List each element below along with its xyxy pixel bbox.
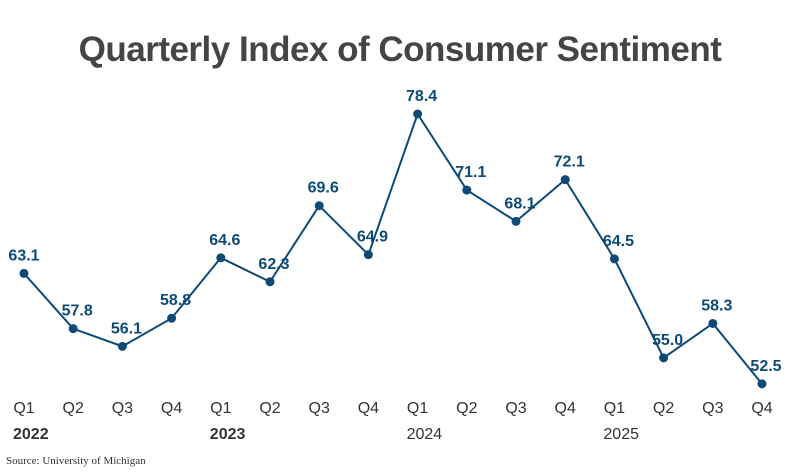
x-tick-label: Q3 — [112, 400, 133, 417]
data-point — [265, 277, 275, 287]
data-label: 58.8 — [160, 292, 191, 309]
data-point — [708, 318, 718, 328]
x-tick-label: Q4 — [161, 400, 182, 417]
data-point — [167, 313, 177, 323]
data-label: 62.3 — [258, 256, 289, 273]
year-label: 2023 — [210, 426, 246, 443]
source-note: Source: University of Michigan — [6, 455, 146, 467]
data-label: 64.9 — [357, 229, 388, 246]
chart-title: Quarterly Index of Consumer Sentiment — [78, 30, 722, 69]
data-point — [609, 254, 619, 264]
data-label: 57.8 — [62, 303, 93, 320]
x-tick-label: Q1 — [13, 400, 34, 417]
x-tick-label: Q4 — [751, 400, 772, 417]
data-point — [117, 341, 127, 351]
year-label: 2024 — [407, 426, 443, 443]
year-label: 2025 — [603, 426, 639, 443]
data-label: 52.5 — [750, 358, 781, 375]
x-tick-label: Q2 — [63, 400, 84, 417]
x-tick-label: Q3 — [505, 400, 526, 417]
data-point — [216, 253, 226, 263]
year-label: 2022 — [13, 426, 49, 443]
data-label: 72.1 — [554, 154, 585, 171]
x-tick-label: Q1 — [407, 400, 428, 417]
data-label: 56.1 — [111, 320, 142, 337]
x-tick-label: Q3 — [309, 400, 330, 417]
data-label: 71.1 — [455, 164, 486, 181]
data-label: 68.1 — [504, 195, 535, 212]
x-tick-label: Q2 — [259, 400, 280, 417]
data-label: 64.5 — [603, 233, 634, 250]
data-label: 78.4 — [406, 88, 437, 105]
data-label: 63.1 — [8, 247, 39, 264]
data-label: 55.0 — [652, 332, 683, 349]
x-tick-label: Q2 — [456, 400, 477, 417]
data-point — [19, 268, 29, 278]
data-point — [363, 250, 373, 260]
x-tick-label: Q4 — [358, 400, 379, 417]
data-point — [68, 324, 78, 334]
data-label: 64.6 — [209, 232, 240, 249]
x-tick-label: Q4 — [555, 400, 576, 417]
data-label: 58.3 — [701, 297, 732, 314]
series-line — [23, 111, 763, 385]
x-tick-label: Q1 — [604, 400, 625, 417]
x-tick-label: Q1 — [210, 400, 231, 417]
data-point — [560, 175, 570, 185]
x-tick-label: Q3 — [702, 400, 723, 417]
data-point — [757, 379, 767, 389]
data-point — [462, 185, 472, 195]
data-point — [659, 353, 669, 363]
data-point — [314, 201, 324, 211]
x-tick-label: Q2 — [653, 400, 674, 417]
data-point — [413, 109, 423, 119]
data-label: 69.6 — [308, 180, 339, 197]
data-point — [511, 216, 521, 226]
